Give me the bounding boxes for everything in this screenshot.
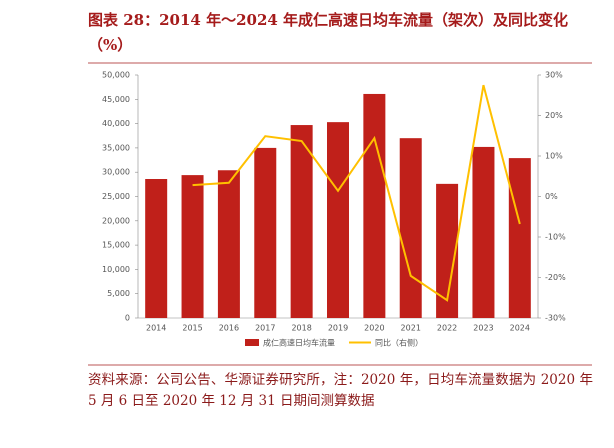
y2-tick-label: 10% <box>545 152 563 161</box>
y-tick-label: 20,000 <box>102 216 130 225</box>
y-tick-label: 30,000 <box>102 168 130 177</box>
y-tick-label: 40,000 <box>102 119 130 128</box>
legend-swatch <box>245 339 259 346</box>
x-tick-label: 2018 <box>291 324 311 333</box>
x-tick-label: 2014 <box>146 324 166 333</box>
y2-tick-label: 30% <box>545 71 563 80</box>
bar <box>327 122 349 318</box>
y-tick-label: 50,000 <box>102 71 130 80</box>
y-tick-label: 25,000 <box>102 192 130 201</box>
y2-tick-label: 20% <box>545 111 563 120</box>
bar <box>363 93 386 318</box>
bar <box>181 175 204 318</box>
bar <box>472 146 495 318</box>
bar <box>217 170 240 318</box>
x-tick-label: 2023 <box>473 324 493 333</box>
y-tick-label: 35,000 <box>102 143 130 152</box>
bar <box>254 147 277 318</box>
y-tick-label: 0 <box>125 314 130 323</box>
bar <box>399 138 422 318</box>
source-note: 资料来源：公司公告、华源证券研究所，注：2020 年，日均车流量数据为 2020… <box>88 372 593 409</box>
legend-label: 成仁高速日均车流量 <box>263 338 335 348</box>
bar <box>290 125 313 318</box>
bar <box>508 158 531 318</box>
y2-tick-label: -20% <box>545 273 566 282</box>
y-tick-label: 45,000 <box>102 95 130 104</box>
bar <box>145 179 168 318</box>
x-tick-label: 2024 <box>510 324 530 333</box>
y2-tick-label: -10% <box>545 233 566 242</box>
x-tick-label: 2020 <box>364 324 384 333</box>
line <box>192 84 521 302</box>
x-tick-label: 2021 <box>401 324 421 333</box>
y-tick-label: 15,000 <box>102 241 130 250</box>
y2-tick-label: -30% <box>545 314 566 323</box>
x-tick-label: 2016 <box>219 324 239 333</box>
x-tick-label: 2017 <box>255 324 275 333</box>
y-tick-label: 10,000 <box>102 265 130 274</box>
legend-label: 同比（右侧） <box>375 338 423 348</box>
x-tick-label: 2022 <box>437 324 457 333</box>
y2-tick-label: 0% <box>545 192 558 201</box>
x-tick-label: 2019 <box>328 324 348 333</box>
bar <box>436 183 459 318</box>
x-tick-label: 2015 <box>182 324 202 333</box>
y-tick-label: 5,000 <box>107 289 130 298</box>
chart-title: 图表 28：2014 年～2024 年成仁高速日均车流量（架次）及同比变化（%） <box>88 11 569 54</box>
